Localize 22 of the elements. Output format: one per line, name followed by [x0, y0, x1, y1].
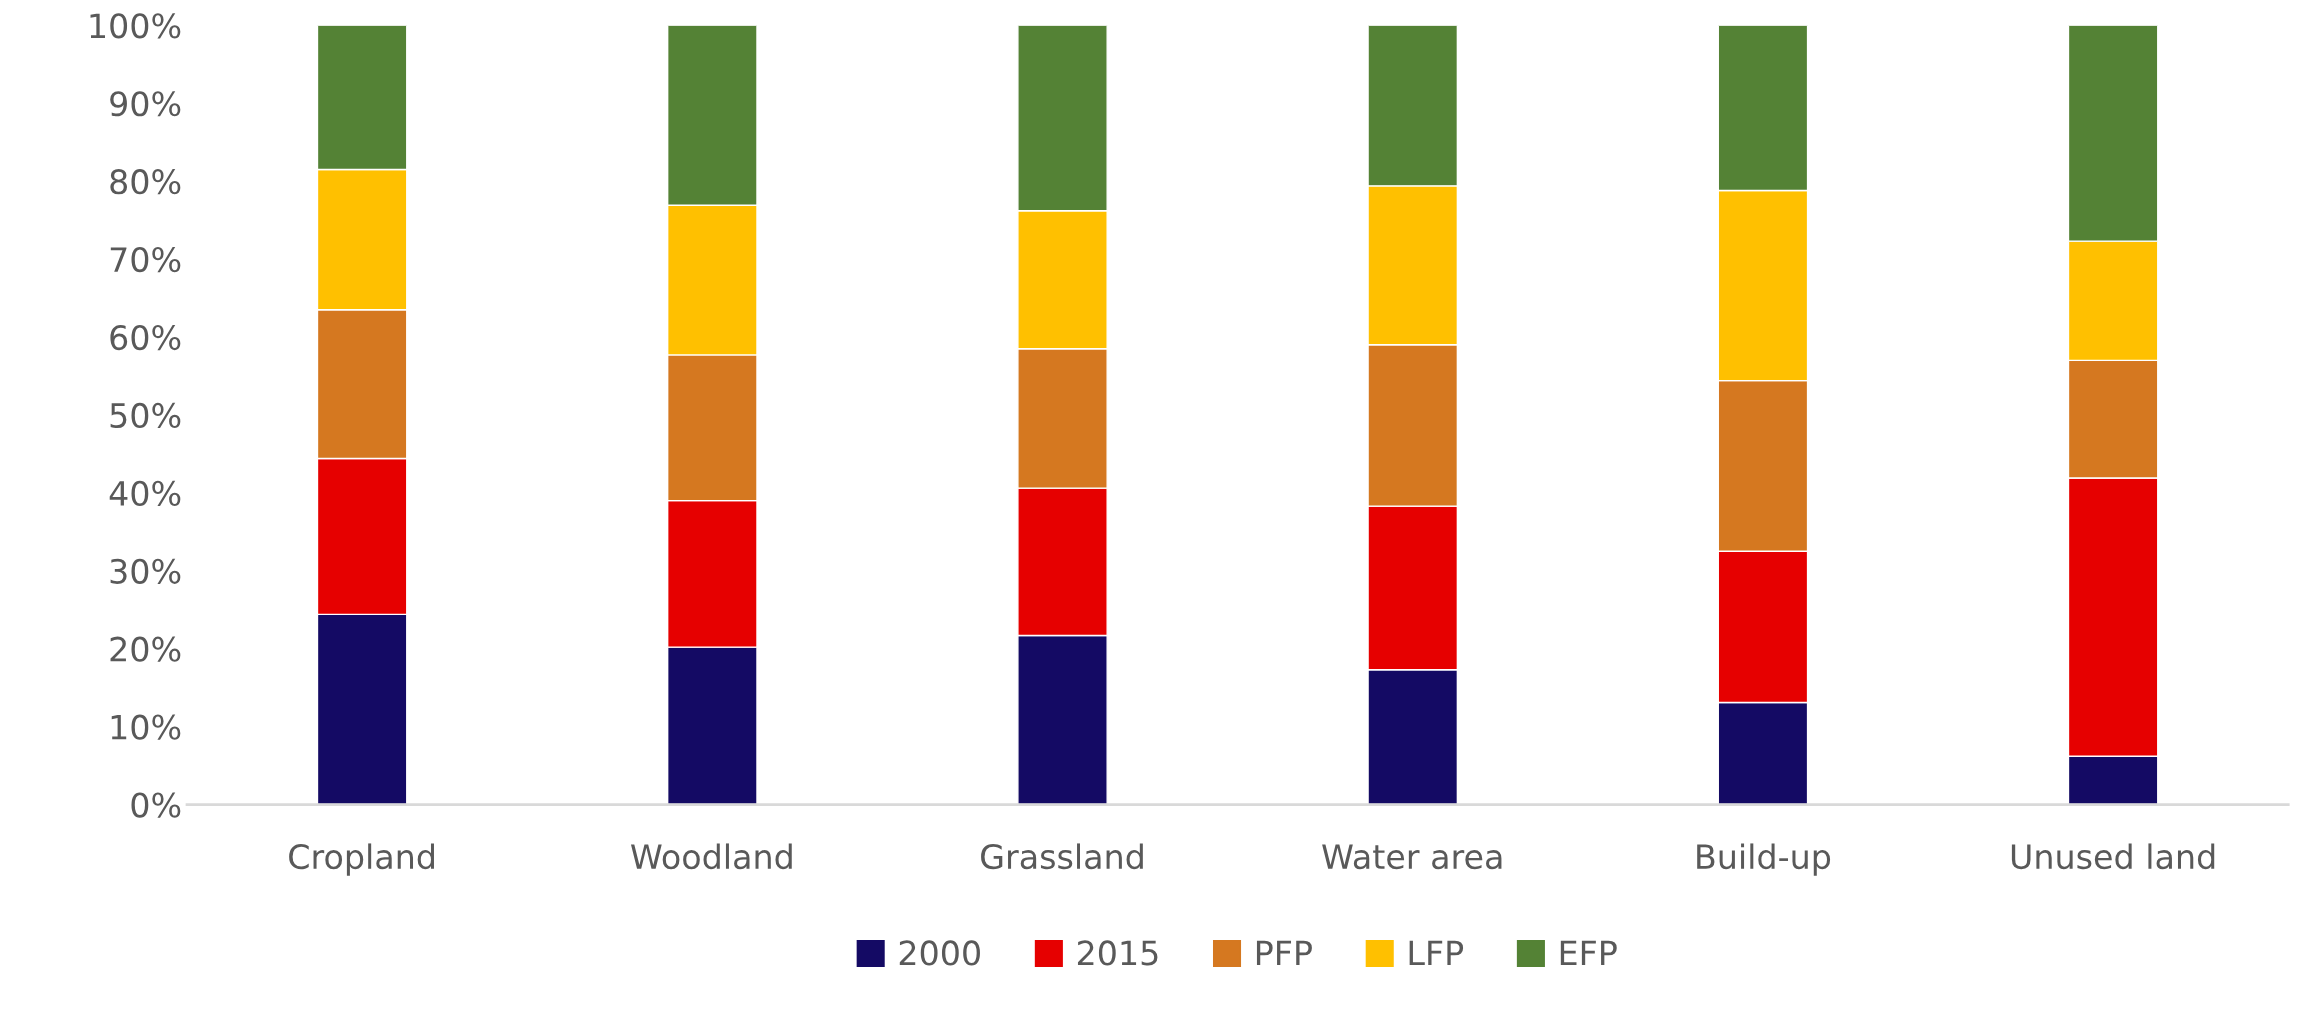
y-tick-label: 10%	[111, 714, 181, 740]
x-tick-label: Woodland	[630, 843, 792, 870]
legend-label: 2015	[1077, 940, 1158, 966]
y-tick-label: 20%	[110, 636, 181, 662]
y-tick-label: 80%	[110, 169, 181, 195]
x-tick-label: Water area	[1322, 844, 1502, 870]
y-tick-label: 100%	[90, 13, 181, 39]
x-tick-label: Build-up	[1697, 843, 1831, 876]
legend-label: PFP	[1256, 940, 1312, 966]
y-tick-label: 0%	[131, 792, 181, 818]
y-tick-label: 70%	[110, 247, 181, 273]
legend-label: LFP	[1409, 940, 1464, 966]
x-tick-label: Cropland	[289, 843, 434, 876]
legend-label: 2000	[899, 940, 980, 966]
y-tick-label: 40%	[109, 480, 181, 506]
y-tick-label: 30%	[110, 558, 181, 584]
y-tick-label: 50%	[110, 402, 181, 429]
legend-label: EFP	[1560, 940, 1617, 966]
x-tick-label: Grassland	[981, 843, 1143, 870]
y-tick-label: 90%	[110, 91, 181, 117]
x-tick-label: Unused land	[2011, 843, 2215, 870]
y-tick-label: 60%	[110, 324, 181, 351]
